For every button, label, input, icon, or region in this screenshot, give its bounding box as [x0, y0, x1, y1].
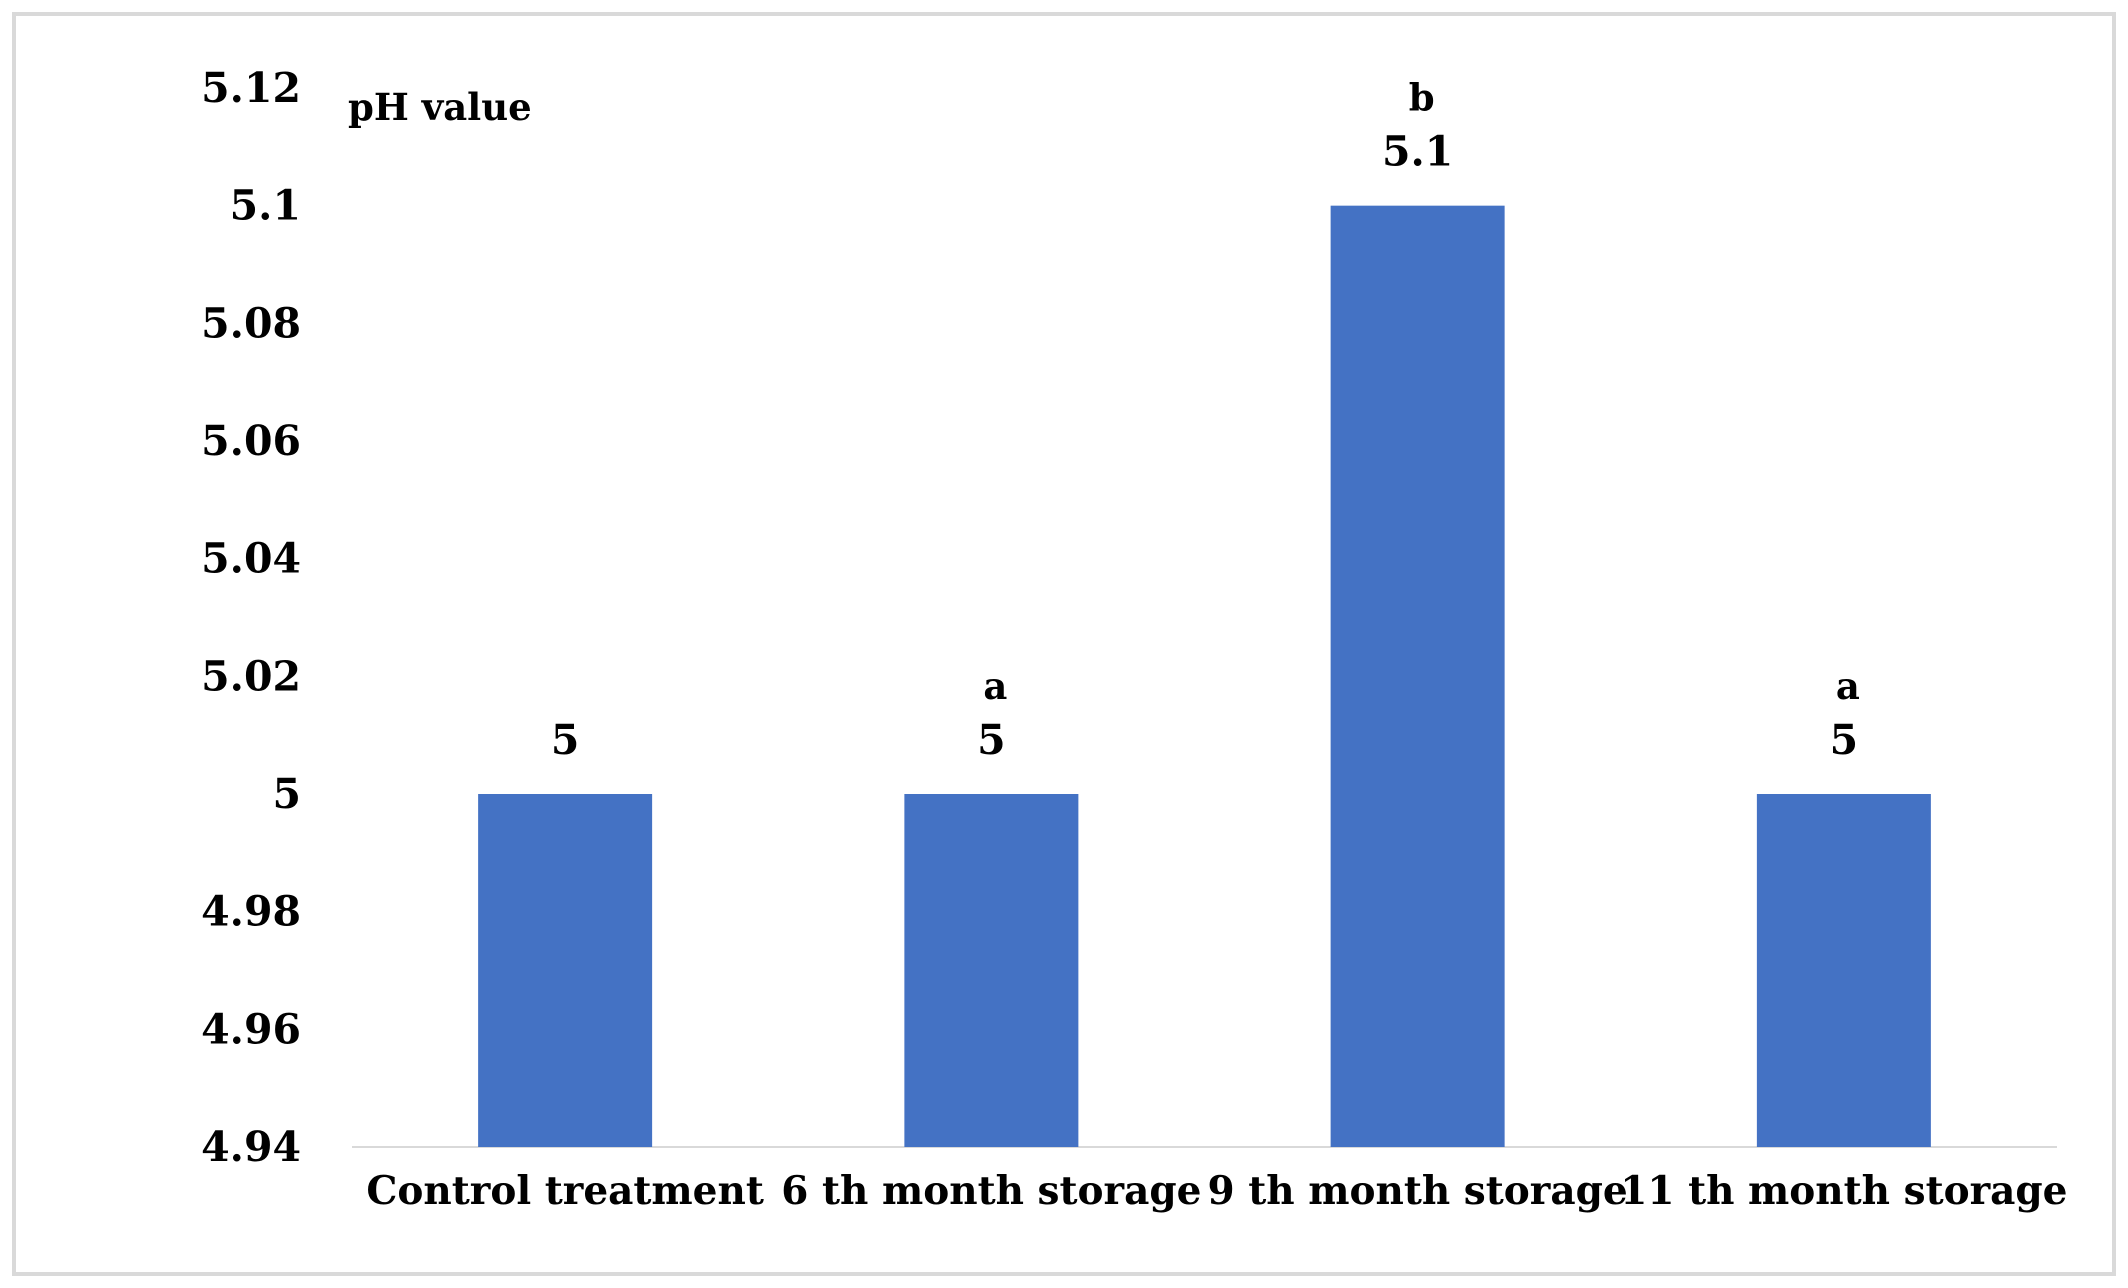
- bars-group: [478, 205, 1931, 1147]
- y-tick-label: 4.98: [201, 888, 301, 936]
- data-label: 5: [551, 716, 580, 764]
- significance-letter: a: [1836, 664, 1860, 708]
- y-tick-label: 5: [272, 770, 301, 818]
- y-tick-label: 5.04: [201, 535, 301, 583]
- y-tick-label: 4.94: [201, 1123, 301, 1171]
- labels-group: 5 Control treatment 5 a 6 th month storage 5.…: [366, 76, 2067, 1214]
- bar: [1756, 794, 1931, 1147]
- data-label: 5.1: [1382, 128, 1453, 176]
- x-tick-label: 11 th month storage: [1620, 1168, 2067, 1214]
- significance-letter: b: [1409, 76, 1435, 120]
- y-tick-label: 5.08: [201, 299, 301, 347]
- bar: [904, 794, 1079, 1147]
- y-tick-label: 4.96: [201, 1005, 301, 1053]
- data-label: 5: [1830, 716, 1859, 764]
- y-axis: 5.12 5.1 5.08 5.06 5.04 5.02 5 4.98 4.96 4.94: [201, 64, 301, 1171]
- y-tick-label: 5.1: [230, 182, 301, 230]
- x-tick-label: 6 th month storage: [781, 1168, 1201, 1214]
- y-tick-label: 5.02: [201, 652, 301, 700]
- significance-letter: a: [983, 664, 1007, 708]
- y-tick-label: 5.12: [201, 64, 301, 112]
- y-tick-label: 5.06: [201, 417, 301, 465]
- bar: [478, 794, 653, 1147]
- x-tick-label: Control treatment: [366, 1168, 763, 1214]
- data-label: 5: [977, 716, 1006, 764]
- bar: [1330, 205, 1505, 1147]
- y-axis-label: pH value: [348, 85, 532, 129]
- x-tick-label: 9 th month storage: [1208, 1168, 1628, 1214]
